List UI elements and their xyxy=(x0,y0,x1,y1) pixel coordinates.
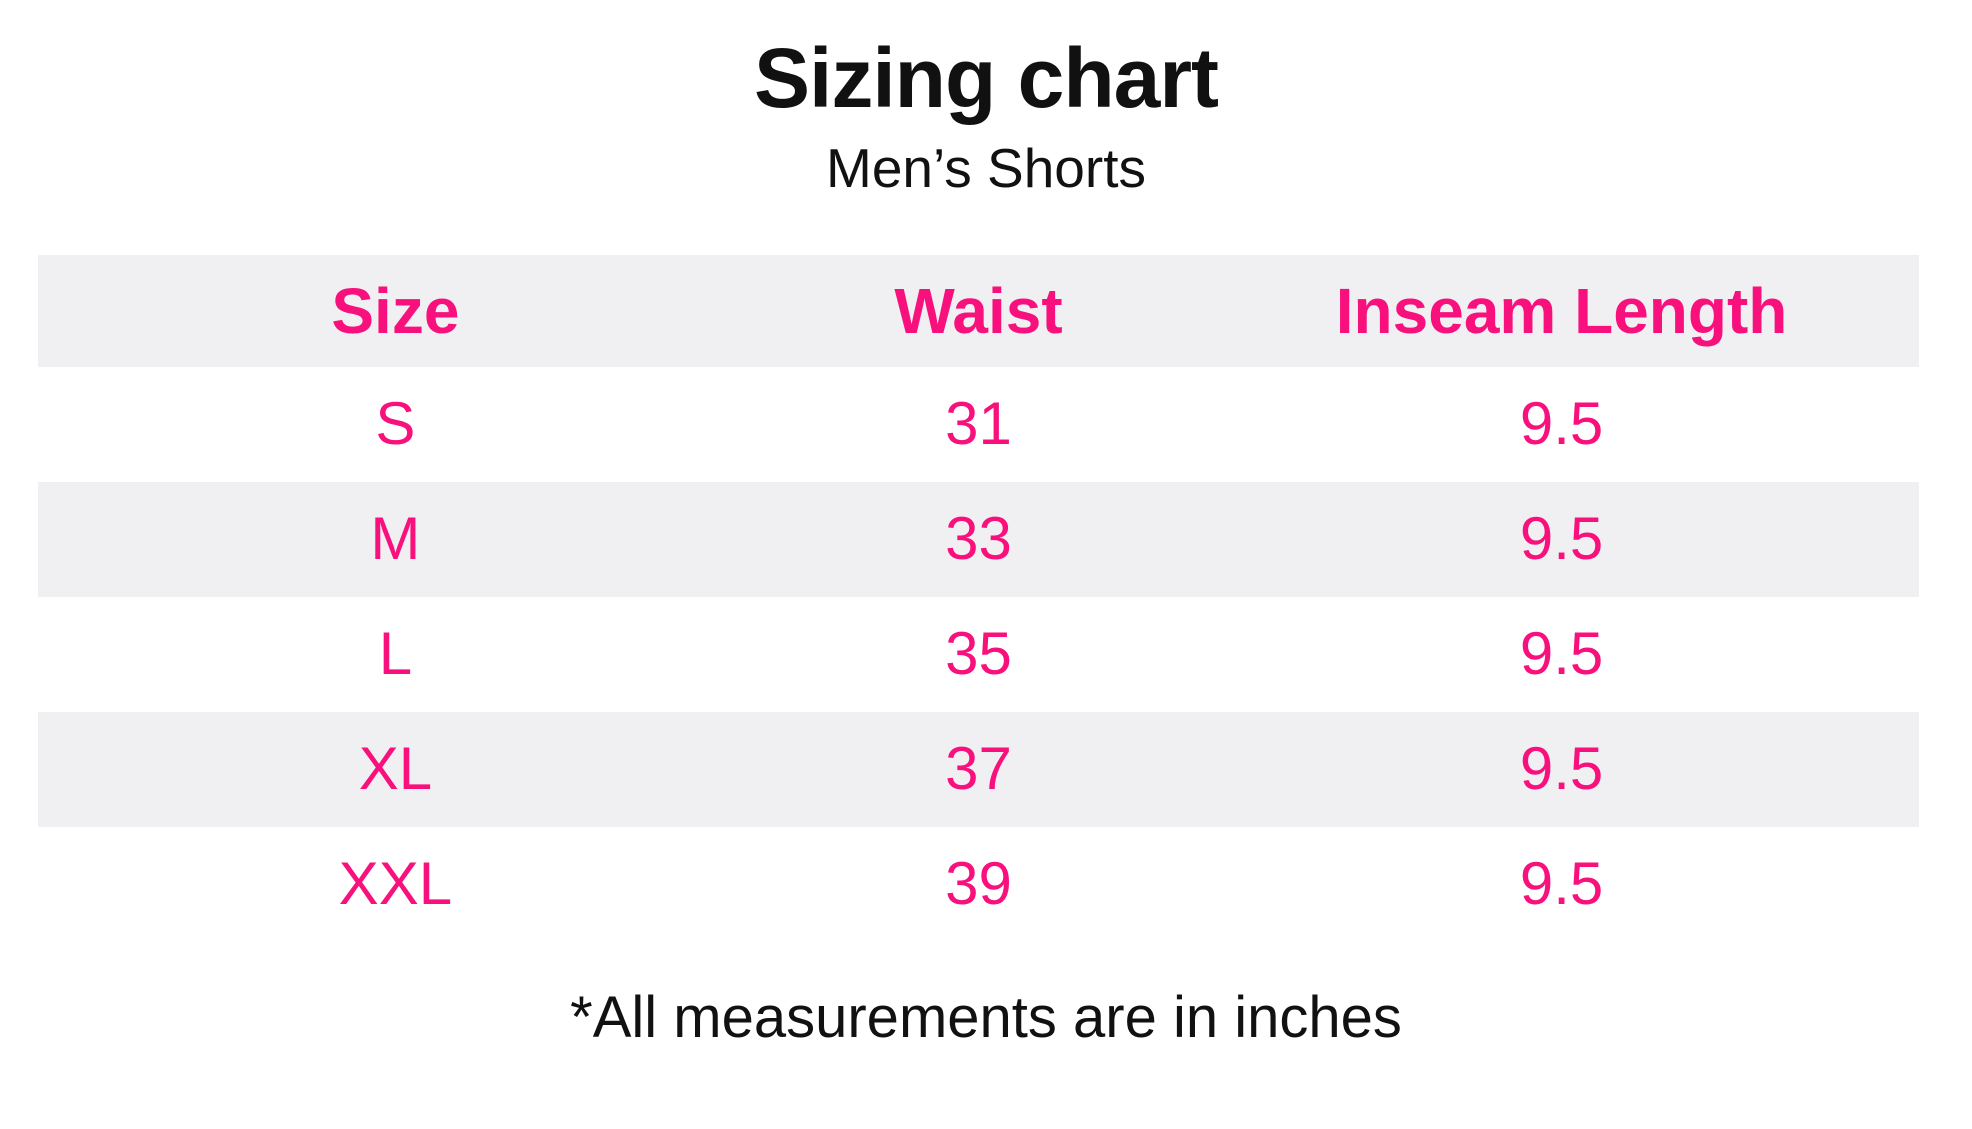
table-row: S 31 9.5 xyxy=(38,367,1919,482)
inseam-value: 9.5 xyxy=(1519,390,1604,457)
waist-value: 33 xyxy=(945,505,1012,572)
table-header-row: Size Waist Inseam Length xyxy=(38,254,1919,367)
table-row: M 33 9.5 xyxy=(38,481,1919,597)
size-value: XXL xyxy=(338,850,453,917)
size-value: M xyxy=(370,505,421,572)
waist-value: 37 xyxy=(945,735,1012,802)
sizing-table: Size Waist Inseam Length S 31 9.5 M 33 9… xyxy=(38,254,1919,942)
size-value: XL xyxy=(358,735,433,802)
waist-value: 31 xyxy=(945,390,1012,457)
waist-value: 35 xyxy=(945,620,1012,687)
inseam-value: 9.5 xyxy=(1519,620,1604,687)
page-title: Sizing chart xyxy=(753,31,1219,125)
inseam-value: 9.5 xyxy=(1519,735,1604,802)
page-subtitle: Men’s Shorts xyxy=(826,137,1146,199)
inseam-value: 9.5 xyxy=(1519,850,1604,917)
table-row: XL 37 9.5 xyxy=(38,711,1919,827)
column-header-waist: Waist xyxy=(894,274,1063,347)
table-row: XXL 39 9.5 xyxy=(38,827,1919,942)
inseam-value: 9.5 xyxy=(1519,505,1604,572)
measurements-footnote: *All measurements are in inches xyxy=(570,984,1402,1050)
size-value: S xyxy=(375,390,416,457)
table-row: L 35 9.5 xyxy=(38,597,1919,712)
column-header-inseam-length: Inseam Length xyxy=(1335,274,1788,347)
size-value: L xyxy=(378,620,413,687)
column-header-size: Size xyxy=(331,274,460,347)
waist-value: 39 xyxy=(945,850,1012,917)
